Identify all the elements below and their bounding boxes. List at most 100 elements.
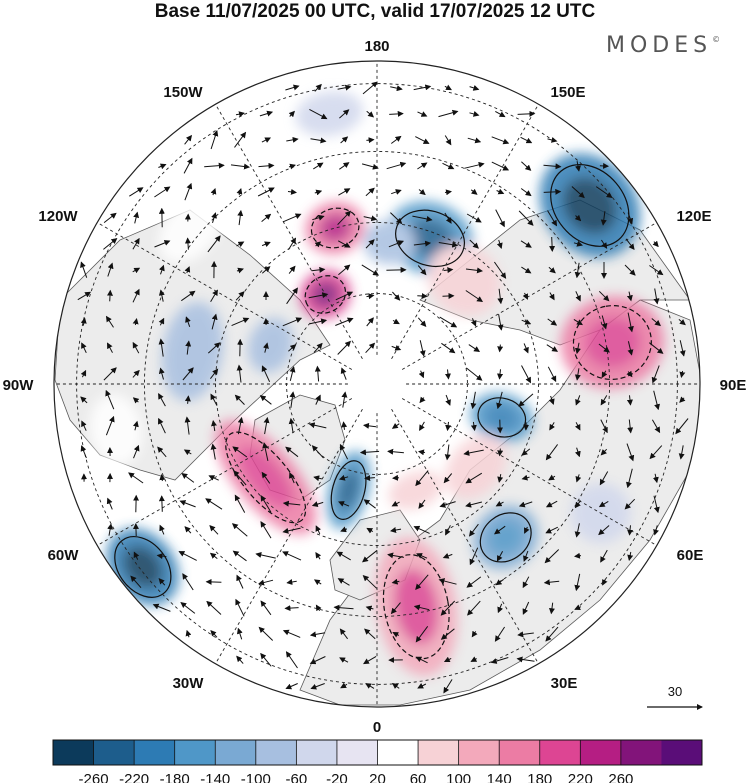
wind-arrow [81, 420, 87, 431]
wind-arrow [158, 393, 166, 407]
wind-arrow [547, 318, 558, 326]
wind-arrow [575, 161, 581, 172]
wind-arrow [627, 341, 634, 356]
anomaly-contour [114, 536, 172, 598]
wind-arrow [184, 237, 191, 250]
wind-arrow [575, 474, 582, 483]
wind-arrow [626, 395, 633, 406]
wind-arrow [649, 445, 663, 460]
wind-arrow [390, 85, 403, 92]
wind-arrow [545, 444, 559, 461]
wind-arrow [417, 683, 427, 689]
wind-arrow [210, 289, 218, 302]
wind-arrow [364, 475, 375, 481]
wind-arrow [235, 598, 245, 617]
wind-arrow [183, 157, 193, 174]
wind-arrow [497, 344, 504, 353]
wind-arrow [441, 342, 456, 354]
wind-arrow [362, 549, 378, 563]
wind-arrow [210, 443, 217, 460]
wind-arrow [282, 527, 301, 534]
wind-arrow [573, 240, 583, 247]
wind-arrow [365, 605, 374, 612]
wind-arrow [522, 292, 528, 300]
wind-arrow [204, 162, 225, 169]
wind-arrow [182, 573, 194, 591]
map-title: Base 11/07/2025 00 UTC, valid 17/07/2025… [154, 1, 596, 22]
wind-arrow [315, 604, 322, 612]
wind-arrow [362, 575, 377, 589]
wind-arrow [288, 237, 297, 250]
wind-arrow [80, 261, 88, 278]
lon-label-60e: 60E [677, 547, 704, 564]
wind-arrow [255, 552, 276, 559]
wind-arrow [627, 212, 634, 225]
wind-arrow [365, 342, 376, 354]
wind-arrow [415, 656, 428, 664]
wind-arrow [208, 475, 219, 481]
wind-arrow [522, 576, 530, 589]
wind-arrow [333, 604, 354, 611]
wind-arrow [418, 499, 426, 509]
wind-arrow [184, 266, 191, 274]
wind-arrow [363, 422, 377, 429]
wind-arrow [339, 628, 349, 640]
wind-arrow [311, 445, 324, 459]
wind-arrow [516, 656, 535, 663]
wind-arrow [598, 290, 610, 302]
wind-arrow [413, 84, 432, 91]
wind-arrow [490, 657, 509, 664]
wind-arrow [601, 315, 608, 330]
wind-arrow [211, 212, 217, 224]
wind-arrow [154, 240, 171, 248]
wind-arrow [206, 600, 222, 615]
wind-arrow [495, 578, 504, 586]
wind-arrow [445, 525, 451, 536]
wind-arrow [207, 342, 221, 354]
wind-arrow [340, 526, 348, 533]
wind-arrow [465, 267, 483, 274]
anomaly-contours [114, 163, 652, 660]
wind-arrow [103, 212, 117, 223]
wind-arrow [392, 632, 400, 638]
wind-arrow [465, 367, 483, 381]
wind-arrow [340, 136, 349, 144]
wind-arrow [209, 552, 218, 559]
wind-arrow [159, 474, 166, 482]
wind-arrow [548, 266, 556, 274]
wind-arrow [103, 237, 118, 250]
wind-arrow [522, 601, 530, 615]
wind-arrow [158, 338, 165, 357]
wind-arrow [260, 652, 272, 667]
brand-name: MODES [606, 33, 713, 58]
wind-arrow [600, 549, 608, 563]
wind-arrow [237, 416, 244, 435]
wind-arrow [548, 602, 555, 615]
wind-arrow [626, 468, 633, 489]
meridian-line [97, 222, 353, 370]
wind-arrow [417, 265, 427, 276]
wind-arrow [627, 551, 634, 561]
wind-arrow [443, 679, 453, 694]
wind-arrow [313, 342, 323, 353]
wind-arrow [261, 213, 272, 222]
wind-arrow [362, 81, 378, 95]
wind-arrow [313, 162, 324, 170]
wind-arrow [440, 628, 455, 640]
wind-arrow [386, 161, 407, 170]
wind-arrow [598, 343, 610, 353]
wind-arrow [339, 657, 349, 663]
wind-arrow [412, 215, 433, 222]
wind-arrow [337, 578, 350, 586]
wind-arrow [521, 161, 532, 171]
wind-arrow [444, 135, 452, 146]
wind-arrow [390, 212, 403, 225]
wind-arrow [312, 214, 325, 221]
wind-arrow [571, 186, 585, 199]
wind-arrow [574, 214, 582, 222]
wind-arrow [548, 292, 555, 301]
wind-arrow [470, 188, 478, 195]
wind-arrow [419, 421, 425, 431]
wind-arrow [469, 547, 479, 566]
